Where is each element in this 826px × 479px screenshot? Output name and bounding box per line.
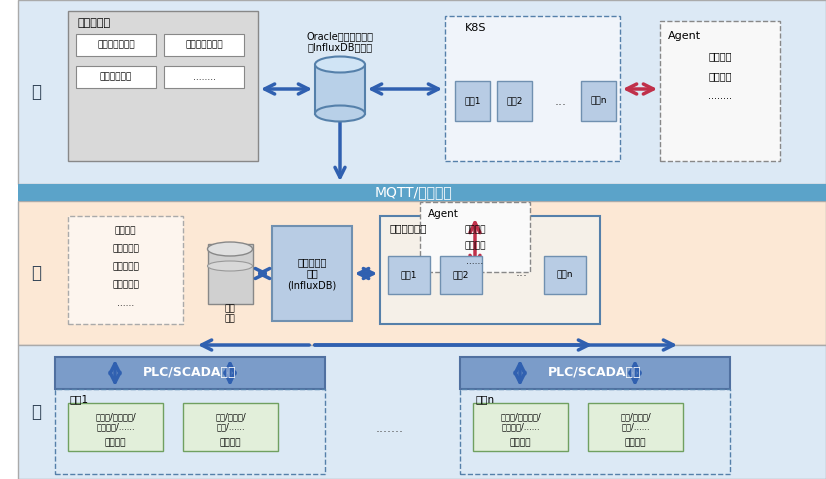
Text: ........: ........ bbox=[192, 72, 216, 81]
FancyBboxPatch shape bbox=[497, 81, 532, 121]
Text: PLC/SCADA系统: PLC/SCADA系统 bbox=[143, 366, 237, 379]
FancyBboxPatch shape bbox=[440, 256, 482, 294]
FancyBboxPatch shape bbox=[18, 0, 826, 184]
FancyBboxPatch shape bbox=[455, 81, 490, 121]
Text: 水厂n: 水厂n bbox=[475, 394, 494, 404]
Text: 数据采集: 数据采集 bbox=[105, 438, 126, 447]
Text: ...: ... bbox=[554, 94, 567, 107]
Ellipse shape bbox=[315, 57, 365, 72]
Text: MQTT/文件服务: MQTT/文件服务 bbox=[374, 185, 452, 199]
Text: 控制设备: 控制设备 bbox=[220, 438, 241, 447]
FancyBboxPatch shape bbox=[420, 202, 530, 272]
FancyBboxPatch shape bbox=[315, 65, 365, 114]
Text: 传感器/自控设备/
仪器仪表/......: 传感器/自控设备/ 仪器仪表/...... bbox=[95, 412, 135, 432]
Text: 历史数据分析: 历史数据分析 bbox=[100, 72, 132, 81]
Text: ...: ... bbox=[516, 265, 528, 278]
Text: .......: ....... bbox=[376, 422, 404, 435]
Text: PLC/SCADA系统: PLC/SCADA系统 bbox=[548, 366, 642, 379]
Text: Agent: Agent bbox=[668, 31, 701, 41]
FancyBboxPatch shape bbox=[460, 357, 730, 389]
FancyBboxPatch shape bbox=[581, 81, 616, 121]
Ellipse shape bbox=[315, 105, 365, 122]
Text: ......: ...... bbox=[116, 298, 134, 308]
Text: 容器监控: 容器监控 bbox=[464, 226, 486, 235]
Text: 本地
磁盘: 本地 磁盘 bbox=[225, 304, 235, 324]
FancyBboxPatch shape bbox=[544, 256, 586, 294]
Text: 容器启停: 容器启停 bbox=[464, 241, 486, 251]
Text: 容器2: 容器2 bbox=[506, 96, 523, 105]
FancyBboxPatch shape bbox=[76, 66, 156, 88]
Text: 容器n: 容器n bbox=[591, 96, 607, 105]
Text: 容器1: 容器1 bbox=[401, 271, 417, 280]
Text: 投药预测表: 投药预测表 bbox=[112, 244, 139, 253]
Text: 容器2: 容器2 bbox=[453, 271, 469, 280]
FancyBboxPatch shape bbox=[68, 216, 183, 324]
Text: ........: ........ bbox=[708, 91, 732, 101]
FancyBboxPatch shape bbox=[55, 357, 325, 389]
Text: 时序数据库
容器
(InfluxDB): 时序数据库 容器 (InfluxDB) bbox=[287, 257, 337, 290]
FancyBboxPatch shape bbox=[18, 201, 826, 345]
Text: K8S: K8S bbox=[465, 23, 487, 33]
Text: 训练样本表: 训练样本表 bbox=[112, 262, 139, 272]
FancyBboxPatch shape bbox=[68, 11, 258, 161]
FancyBboxPatch shape bbox=[183, 403, 278, 451]
Text: 云: 云 bbox=[31, 83, 41, 101]
Text: 历史数据表: 历史数据表 bbox=[112, 281, 139, 289]
Text: 历史数据可视化: 历史数据可视化 bbox=[185, 41, 223, 49]
Text: 数据采集: 数据采集 bbox=[510, 438, 531, 447]
FancyBboxPatch shape bbox=[68, 403, 163, 451]
FancyBboxPatch shape bbox=[18, 184, 826, 201]
FancyBboxPatch shape bbox=[164, 66, 244, 88]
FancyBboxPatch shape bbox=[76, 34, 156, 56]
Text: 容器监控: 容器监控 bbox=[708, 51, 732, 61]
Text: 容器启停: 容器启停 bbox=[708, 71, 732, 81]
FancyBboxPatch shape bbox=[473, 403, 568, 451]
FancyBboxPatch shape bbox=[272, 226, 352, 321]
FancyBboxPatch shape bbox=[445, 16, 620, 161]
Text: 边缘容器服务: 边缘容器服务 bbox=[390, 223, 428, 233]
Text: 数据可视化: 数据可视化 bbox=[78, 18, 112, 28]
Text: ......: ...... bbox=[467, 258, 484, 266]
FancyBboxPatch shape bbox=[660, 21, 780, 161]
Text: 端: 端 bbox=[31, 403, 41, 421]
FancyBboxPatch shape bbox=[164, 34, 244, 56]
FancyBboxPatch shape bbox=[388, 256, 430, 294]
Text: 采集数据可视化: 采集数据可视化 bbox=[97, 41, 135, 49]
Text: Agent: Agent bbox=[428, 209, 459, 219]
FancyBboxPatch shape bbox=[588, 403, 683, 451]
Text: 边: 边 bbox=[31, 264, 41, 282]
Text: 采集数据: 采集数据 bbox=[115, 227, 136, 236]
Text: 泵组/变频器/
阀门/......: 泵组/变频器/ 阀门/...... bbox=[215, 412, 246, 432]
Ellipse shape bbox=[207, 261, 253, 271]
Text: 容器1: 容器1 bbox=[464, 96, 481, 105]
Text: 控制设备: 控制设备 bbox=[624, 438, 646, 447]
Text: 水厂1: 水厂1 bbox=[70, 394, 89, 404]
Text: Oracle关系型数据库
或InfluxDB数据库: Oracle关系型数据库 或InfluxDB数据库 bbox=[306, 31, 373, 52]
FancyBboxPatch shape bbox=[380, 216, 600, 324]
FancyBboxPatch shape bbox=[18, 345, 826, 479]
Text: 容器n: 容器n bbox=[557, 271, 573, 280]
FancyBboxPatch shape bbox=[208, 244, 253, 304]
Text: 传感器/自控设备/
仪器仪表/......: 传感器/自控设备/ 仪器仪表/...... bbox=[500, 412, 541, 432]
Text: 泵组/变频器/
阀门/......: 泵组/变频器/ 阀门/...... bbox=[620, 412, 651, 432]
Ellipse shape bbox=[207, 242, 253, 256]
